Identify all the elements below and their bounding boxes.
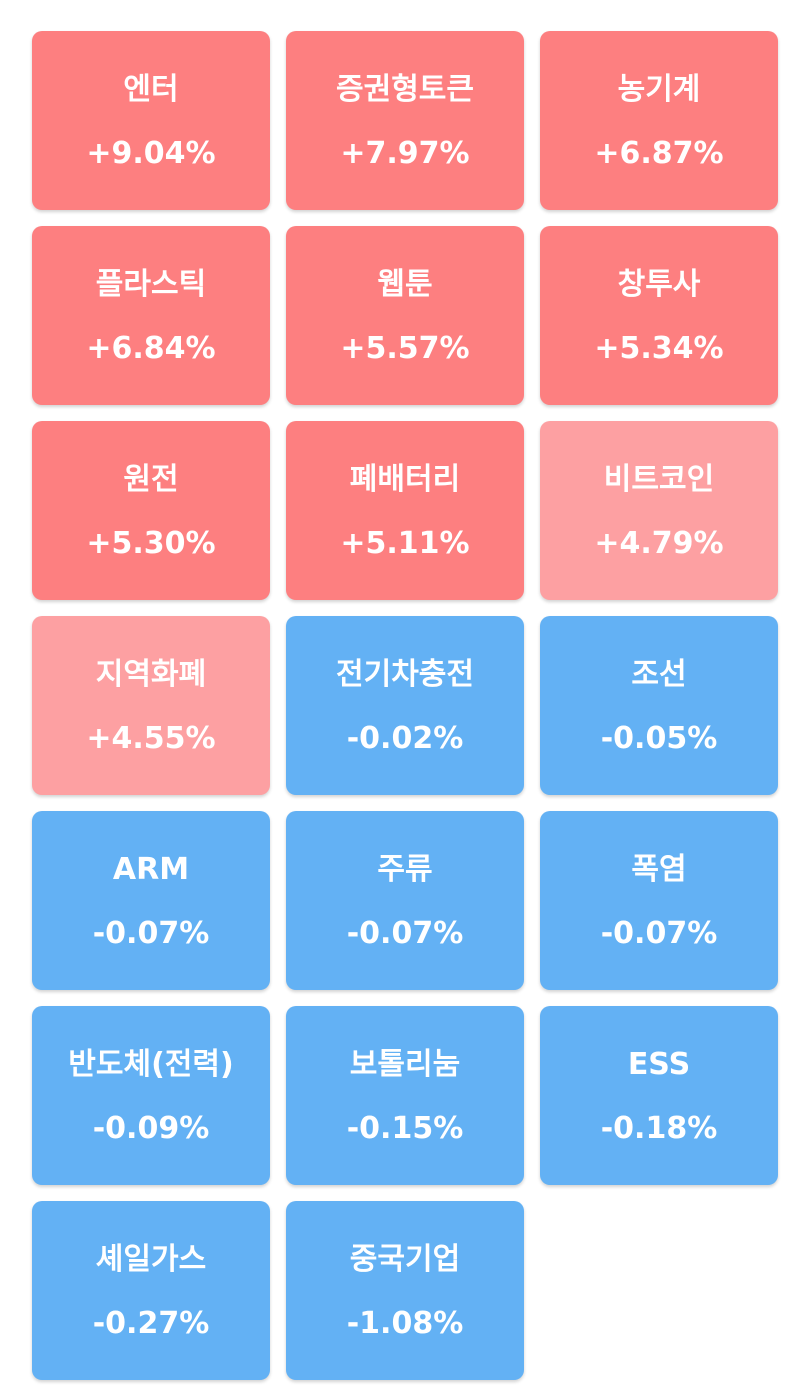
theme-change-percent: +4.55% <box>86 720 216 756</box>
theme-name: 반도체(전력) <box>68 1046 234 1082</box>
theme-tile-grid: 엔터 +9.04% 증권형토큰 +7.97% 농기계 +6.87% 플라스틱 +… <box>32 31 778 1380</box>
theme-change-percent: -1.08% <box>346 1305 464 1341</box>
theme-name: 전기차충전 <box>336 656 474 692</box>
theme-change-percent: +4.79% <box>594 525 724 561</box>
theme-tile[interactable]: 플라스틱 +6.84% <box>32 226 270 405</box>
theme-tile[interactable]: 폭염 -0.07% <box>540 811 778 990</box>
theme-tile[interactable]: 창투사 +5.34% <box>540 226 778 405</box>
theme-tile[interactable]: 주류 -0.07% <box>286 811 524 990</box>
theme-change-percent: +7.97% <box>340 135 470 171</box>
theme-tile[interactable]: 엔터 +9.04% <box>32 31 270 210</box>
theme-name: ARM <box>112 851 190 887</box>
theme-tile[interactable]: 폐배터리 +5.11% <box>286 421 524 600</box>
theme-change-percent: -0.18% <box>600 1110 718 1146</box>
theme-name: 창투사 <box>617 266 701 302</box>
theme-tile[interactable]: 비트코인 +4.79% <box>540 421 778 600</box>
theme-tile[interactable]: 증권형토큰 +7.97% <box>286 31 524 210</box>
theme-change-percent: +5.11% <box>340 525 470 561</box>
theme-tile[interactable]: 원전 +5.30% <box>32 421 270 600</box>
theme-tile[interactable]: 전기차충전 -0.02% <box>286 616 524 795</box>
theme-name: 비트코인 <box>603 461 715 497</box>
theme-change-percent: +5.57% <box>340 330 470 366</box>
theme-tile[interactable]: 반도체(전력) -0.09% <box>32 1006 270 1185</box>
theme-change-percent: -0.15% <box>346 1110 464 1146</box>
theme-change-percent: -0.07% <box>346 915 464 951</box>
theme-name: ESS <box>627 1046 691 1082</box>
theme-change-percent: +5.30% <box>86 525 216 561</box>
theme-name: 셰일가스 <box>95 1241 207 1277</box>
theme-change-percent: +6.87% <box>594 135 724 171</box>
theme-change-percent: -0.02% <box>346 720 464 756</box>
theme-name: 조선 <box>631 656 687 692</box>
theme-name: 지역화폐 <box>95 656 207 692</box>
theme-change-percent: -0.09% <box>92 1110 210 1146</box>
theme-name: 중국기업 <box>349 1241 461 1277</box>
theme-tile[interactable]: ESS -0.18% <box>540 1006 778 1185</box>
theme-change-percent: +6.84% <box>86 330 216 366</box>
theme-name: 엔터 <box>123 71 179 107</box>
theme-name: 플라스틱 <box>95 266 207 302</box>
theme-change-percent: +9.04% <box>86 135 216 171</box>
theme-change-percent: +5.34% <box>594 330 724 366</box>
theme-tile[interactable]: 웹툰 +5.57% <box>286 226 524 405</box>
theme-name: 웹툰 <box>377 266 433 302</box>
theme-name: 폐배터리 <box>349 461 461 497</box>
theme-name: 보톨리눔 <box>349 1046 461 1082</box>
theme-tile[interactable]: 농기계 +6.87% <box>540 31 778 210</box>
theme-tile[interactable]: 조선 -0.05% <box>540 616 778 795</box>
theme-tile[interactable]: 보톨리눔 -0.15% <box>286 1006 524 1185</box>
theme-name: 폭염 <box>631 851 687 887</box>
theme-tile[interactable]: 중국기업 -1.08% <box>286 1201 524 1380</box>
theme-change-percent: -0.07% <box>600 915 718 951</box>
theme-name: 농기계 <box>617 71 701 107</box>
theme-tile[interactable]: ARM -0.07% <box>32 811 270 990</box>
theme-name: 원전 <box>123 461 179 497</box>
theme-name: 주류 <box>377 851 433 887</box>
theme-change-percent: -0.07% <box>92 915 210 951</box>
theme-tile[interactable]: 지역화폐 +4.55% <box>32 616 270 795</box>
theme-change-percent: -0.27% <box>92 1305 210 1341</box>
theme-change-percent: -0.05% <box>600 720 718 756</box>
theme-tile[interactable]: 셰일가스 -0.27% <box>32 1201 270 1380</box>
theme-name: 증권형토큰 <box>336 71 474 107</box>
